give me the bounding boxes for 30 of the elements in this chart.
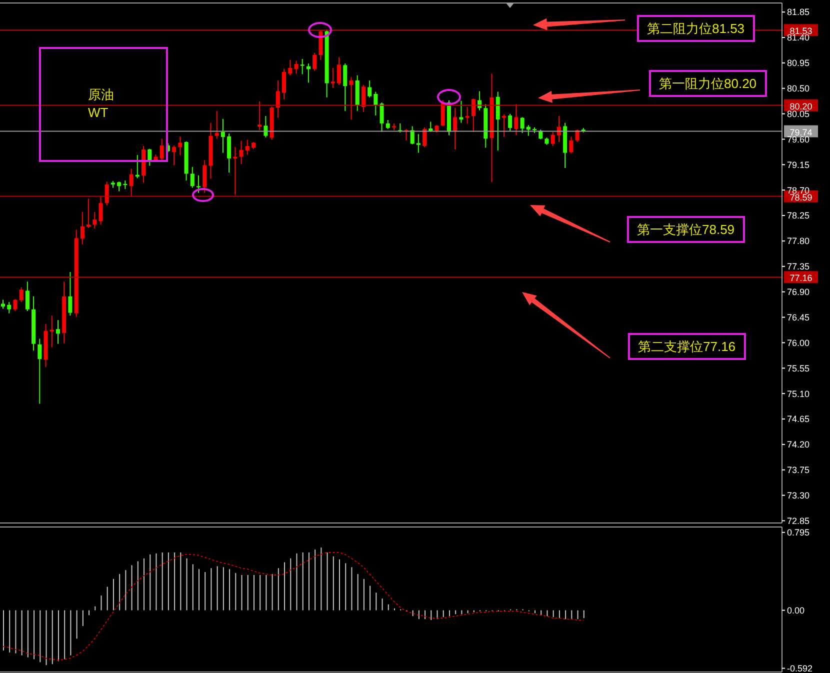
y-tick-label: 77.35 [787, 262, 810, 272]
y-tick-label: 74.65 [787, 414, 810, 424]
y-tick-label: 0.00 [787, 605, 805, 616]
y-tick-label: 78.70 [787, 185, 810, 196]
y-tick-label: 77.80 [787, 236, 810, 246]
y-tick-label: 73.75 [787, 465, 810, 476]
y-tick-label: 76.45 [787, 312, 810, 322]
ref-line-label: 80.20 [790, 101, 812, 112]
y-tick-label: 73.30 [787, 490, 810, 500]
y-tick-label: 72.85 [787, 516, 810, 526]
y-tick-label: 76.00 [787, 338, 810, 348]
annotation: 第一阻力位80.20 [649, 70, 767, 97]
annotation: 第一支撑位78.59 [627, 216, 745, 243]
y-tick-label: 0.795 [787, 528, 810, 538]
y-tick-label: -0.592 [787, 663, 813, 673]
annotation: WT [88, 104, 108, 121]
y-tick-label: 81.85 [787, 7, 810, 18]
annotation: 第二支撑位77.16 [628, 333, 746, 360]
y-tick-label: 76.90 [787, 287, 810, 298]
y-tick-label: 74.20 [787, 440, 810, 450]
y-tick-label: 80.95 [787, 58, 810, 68]
y-tick-label: 75.55 [787, 363, 810, 374]
y-tick-label: 80.05 [787, 108, 810, 119]
y-tick-label: 80.50 [787, 84, 810, 94]
annotation: 第二阻力位81.53 [637, 15, 755, 42]
y-tick-label: 79.15 [787, 160, 810, 170]
y-tick-label: 78.25 [787, 210, 810, 221]
ref-line-label: 77.16 [790, 273, 812, 284]
y-tick-label: 75.10 [787, 388, 810, 399]
annotation: 原油 [88, 86, 114, 103]
